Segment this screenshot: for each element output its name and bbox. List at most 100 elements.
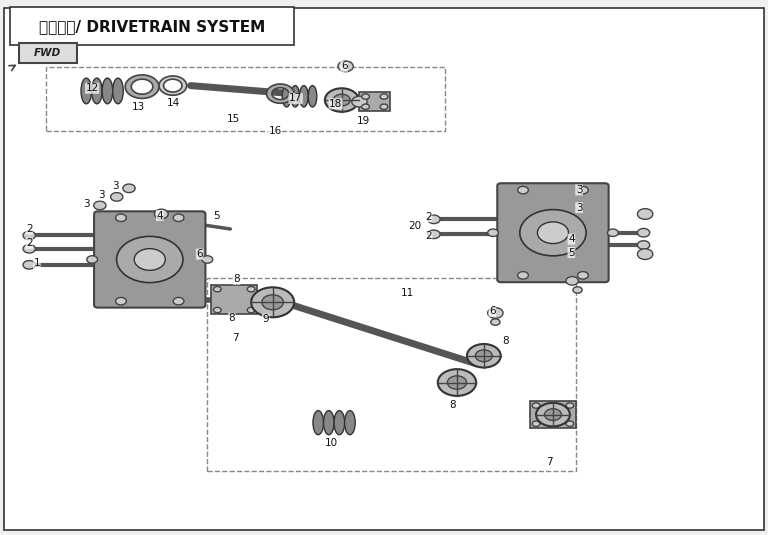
Circle shape	[333, 94, 350, 106]
Text: 13: 13	[131, 102, 145, 112]
Circle shape	[251, 287, 294, 317]
Circle shape	[247, 307, 255, 313]
Circle shape	[111, 193, 123, 201]
Text: 3: 3	[98, 190, 104, 200]
Circle shape	[536, 403, 570, 426]
FancyBboxPatch shape	[498, 184, 608, 282]
Circle shape	[214, 307, 221, 313]
Bar	[19, 43, 77, 63]
Circle shape	[518, 272, 528, 279]
Circle shape	[23, 261, 35, 269]
Circle shape	[94, 201, 106, 210]
Ellipse shape	[102, 78, 113, 104]
Circle shape	[447, 376, 466, 389]
Circle shape	[202, 256, 213, 263]
Circle shape	[123, 184, 135, 193]
Ellipse shape	[323, 411, 334, 434]
Circle shape	[362, 104, 369, 110]
Circle shape	[545, 409, 561, 421]
Text: 5: 5	[568, 248, 574, 257]
Ellipse shape	[91, 78, 102, 104]
Ellipse shape	[283, 86, 291, 107]
Circle shape	[87, 256, 98, 263]
Circle shape	[428, 230, 440, 239]
Bar	[211, 285, 257, 315]
Text: 8: 8	[449, 400, 455, 410]
Circle shape	[488, 308, 503, 318]
Circle shape	[488, 229, 498, 236]
Text: 3: 3	[576, 185, 582, 195]
Text: 11: 11	[400, 288, 414, 298]
Text: 15: 15	[227, 114, 240, 124]
Text: 6: 6	[341, 62, 347, 71]
Text: 3: 3	[83, 200, 89, 209]
Text: 6: 6	[489, 307, 495, 316]
Circle shape	[566, 421, 574, 426]
Bar	[46, 67, 445, 131]
Circle shape	[491, 319, 500, 325]
Circle shape	[247, 287, 255, 292]
Text: 19: 19	[356, 117, 370, 126]
Text: 传动系统/ DRIVETRAIN SYSTEM: 传动系统/ DRIVETRAIN SYSTEM	[39, 19, 265, 34]
Ellipse shape	[308, 86, 316, 107]
Bar	[207, 278, 576, 471]
Ellipse shape	[300, 86, 308, 107]
Text: 7: 7	[547, 457, 553, 467]
Text: 3: 3	[112, 181, 118, 191]
Circle shape	[438, 369, 476, 396]
Ellipse shape	[81, 78, 91, 104]
Circle shape	[532, 403, 540, 408]
Circle shape	[637, 228, 650, 237]
Circle shape	[566, 277, 578, 285]
Circle shape	[538, 222, 568, 243]
Text: 2: 2	[26, 239, 32, 248]
Text: 16: 16	[268, 126, 282, 135]
Ellipse shape	[345, 411, 355, 434]
Circle shape	[566, 403, 574, 408]
Ellipse shape	[313, 411, 323, 434]
Text: FWD: FWD	[34, 48, 61, 58]
Text: 4: 4	[568, 234, 574, 244]
Text: 18: 18	[329, 99, 343, 109]
Text: 10: 10	[325, 438, 339, 448]
Circle shape	[173, 214, 184, 221]
Circle shape	[637, 241, 650, 249]
Bar	[359, 92, 390, 111]
Circle shape	[134, 249, 165, 270]
Circle shape	[637, 249, 653, 259]
Circle shape	[607, 229, 618, 236]
Text: 8: 8	[229, 314, 235, 323]
Text: 8: 8	[233, 274, 240, 284]
Text: 9: 9	[263, 315, 269, 324]
Circle shape	[578, 186, 588, 194]
Text: 12: 12	[85, 83, 99, 93]
Text: 14: 14	[167, 98, 180, 108]
Circle shape	[637, 209, 653, 219]
Text: 5: 5	[214, 211, 220, 221]
Text: 7: 7	[232, 333, 238, 343]
Circle shape	[520, 210, 586, 256]
Circle shape	[214, 287, 221, 292]
Circle shape	[115, 214, 127, 221]
Circle shape	[573, 287, 582, 293]
Ellipse shape	[291, 86, 300, 107]
Circle shape	[262, 295, 283, 310]
Text: 3: 3	[576, 203, 582, 212]
Text: 6: 6	[197, 249, 203, 259]
Circle shape	[23, 244, 35, 253]
Circle shape	[380, 104, 388, 110]
Circle shape	[338, 61, 353, 72]
Circle shape	[532, 421, 540, 426]
Text: 8: 8	[502, 337, 508, 346]
Text: 20: 20	[408, 221, 422, 231]
Text: 4: 4	[157, 211, 163, 220]
Circle shape	[518, 186, 528, 194]
Circle shape	[578, 272, 588, 279]
Circle shape	[362, 94, 369, 100]
Text: 2: 2	[425, 232, 432, 241]
Text: 17: 17	[289, 94, 303, 103]
Text: 2: 2	[26, 224, 32, 234]
Circle shape	[428, 215, 440, 224]
Text: 2: 2	[425, 212, 432, 221]
Circle shape	[117, 236, 183, 282]
